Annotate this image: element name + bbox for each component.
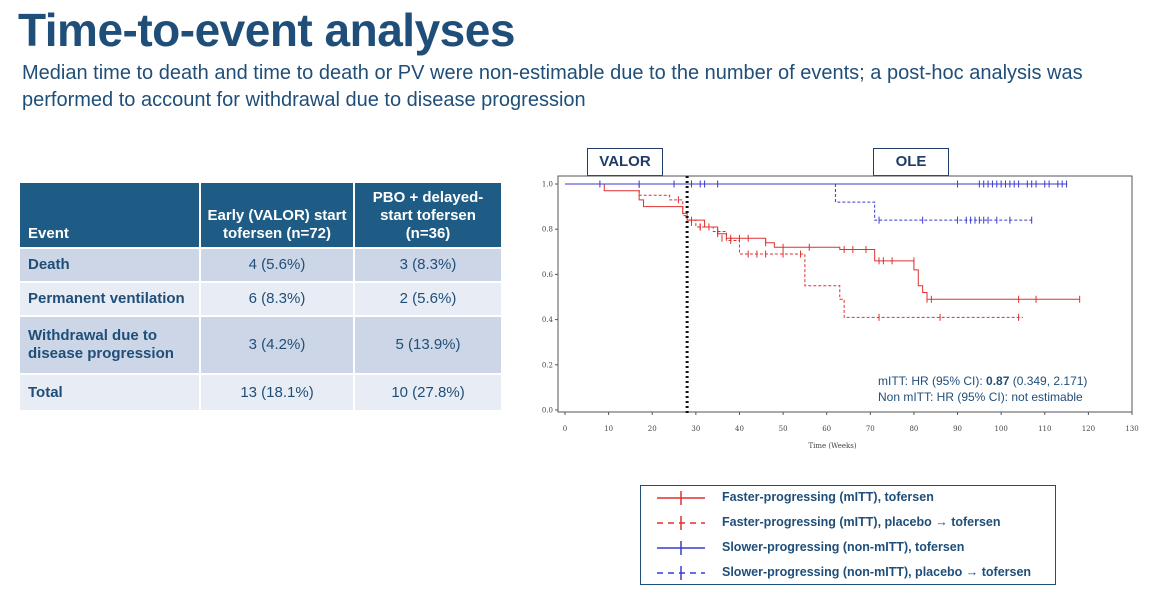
chart-legend: Faster-progressing (mITT), tofersen Fast… [640, 485, 1056, 585]
km-plot: 0.0 0.2 0.4 0.6 0.8 1.0 0 10 20 30 40 50 60 70 80 90 100… [542, 175, 1139, 450]
hr-annotation: mITT: HR (95% CI): 0.87 (0.349, 2.171) [878, 374, 1087, 388]
x-tick-label: 30 [691, 425, 700, 433]
x-tick-label: 60 [822, 425, 831, 433]
event-cell: Withdrawal due to disease progression [20, 315, 201, 374]
event-cell: Permanent ventilation [20, 281, 201, 316]
event-cell: Total [20, 373, 201, 410]
legend-label: Faster-progressing (mITT), tofersen [722, 490, 934, 504]
col-header-early: Early (VALOR) start tofersen (n=72) [200, 183, 355, 248]
non-mitt-annotation: Non mITT: HR (95% CI): not estimable [878, 390, 1083, 404]
x-tick-label: 110 [1038, 425, 1051, 433]
early-cell: 6 (8.3%) [200, 281, 355, 316]
table-row: Permanent ventilation 6 (8.3%) 2 (5.6%) [20, 281, 501, 316]
legend-swatch [657, 566, 705, 580]
table-row: Withdrawal due to disease progression 3 … [20, 315, 501, 374]
x-tick-label: 10 [604, 425, 613, 433]
y-tick-label: 0.8 [542, 226, 553, 234]
y-tick-label: 0.0 [542, 407, 553, 415]
x-axis-label: Time (Weeks) [808, 442, 856, 450]
series-line [834, 184, 1032, 221]
legend-label: Slower-progressing (non-mITT), tofersen [722, 540, 965, 554]
early-cell: 4 (5.6%) [200, 247, 355, 282]
x-tick-label: 20 [648, 425, 657, 433]
x-tick-label: 90 [953, 425, 962, 433]
col-header-delayed: PBO + delayed-start tofersen (n=36) [354, 183, 501, 248]
table-row: Total 13 (18.1%) 10 (27.8%) [20, 373, 501, 410]
events-table: Event Early (VALOR) start tofersen (n=72… [20, 183, 501, 410]
y-tick-label: 0.6 [542, 271, 554, 279]
page-subtitle: Median time to death and time to death o… [22, 62, 1083, 111]
x-tick-label: 130 [1125, 425, 1138, 433]
y-tick-label: 1.0 [542, 181, 553, 189]
x-tick-label: 70 [866, 425, 875, 433]
series-line [565, 183, 1080, 300]
page-title: Time-to-event analyses [18, 4, 515, 56]
legend-label: Faster-progressing (mITT), placebo → tof… [722, 515, 1001, 529]
y-tick-label: 0.2 [542, 361, 553, 369]
legend-item: Slower-progressing (non-mITT), placebo →… [641, 563, 1055, 583]
y-tick-label: 0.4 [542, 316, 554, 324]
delayed-cell: 10 (27.8%) [354, 373, 501, 410]
plot-frame [557, 175, 1133, 413]
x-tick-label: 50 [779, 425, 788, 433]
series-line [565, 183, 1023, 318]
x-tick-label: 0 [563, 425, 567, 433]
legend-item: Slower-progressing (non-mITT), tofersen [641, 538, 1055, 558]
legend-label: Slower-progressing (non-mITT), placebo →… [722, 565, 1032, 579]
x-tick-label: 100 [994, 425, 1007, 433]
x-tick-label: 40 [735, 425, 744, 433]
event-cell: Death [20, 247, 201, 282]
early-cell: 13 (18.1%) [200, 373, 355, 410]
valor-phase-label: VALOR [587, 148, 663, 176]
col-header-event: Event [20, 183, 201, 248]
legend-swatch [657, 516, 705, 530]
x-tick-label: 120 [1082, 425, 1095, 433]
legend-item: Faster-progressing (mITT), tofersen [641, 488, 1055, 508]
legend-swatch [657, 491, 705, 505]
table-row: Death 4 (5.6%) 3 (8.3%) [20, 247, 501, 282]
delayed-cell: 3 (8.3%) [354, 247, 501, 282]
early-cell: 3 (4.2%) [200, 315, 355, 374]
legend-item: Faster-progressing (mITT), placebo → tof… [641, 513, 1055, 533]
delayed-cell: 2 (5.6%) [354, 281, 501, 316]
x-tick-label: 80 [909, 425, 918, 433]
legend-swatch [657, 541, 705, 555]
delayed-cell: 5 (13.9%) [354, 315, 501, 374]
